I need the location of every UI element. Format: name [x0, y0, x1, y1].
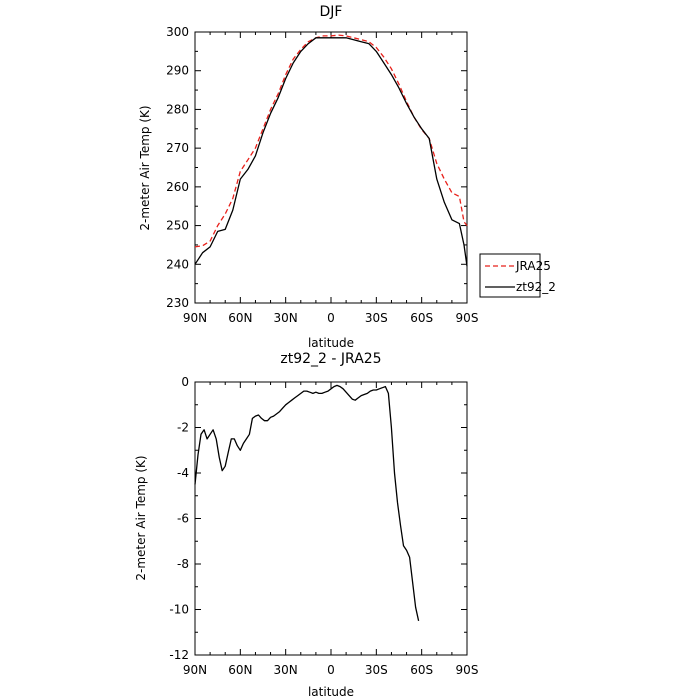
top-y-tick-label: 280 [166, 102, 189, 116]
top-y-tick-label: 260 [166, 180, 189, 194]
bottom-y-tick-label: -8 [177, 557, 189, 571]
bottom-y-tick-label: -6 [177, 512, 189, 526]
legend: JRA25 zt92_2 [479, 253, 556, 298]
bottom-x-tick-label: 60N [228, 663, 252, 677]
top-y-tick-label: 240 [166, 257, 189, 271]
top-plot-frame [194, 31, 468, 304]
bottom-plot-frame [194, 381, 468, 656]
bottom-x-tick-label: 0 [327, 663, 335, 677]
bottom-chart-title: zt92_2 - JRA25 [280, 351, 381, 367]
top-series-line-zt92-2 [194, 37, 468, 267]
bottom-x-tick-label: 90N [183, 663, 207, 677]
top-y-tick-label: 290 [166, 64, 189, 78]
top-x-tick-label: 60S [410, 311, 433, 325]
top-series-line-jra25 [194, 34, 468, 248]
top-x-tick-label: 60N [228, 311, 252, 325]
top-y-axis: 230 240 250 260 270 280 290 300 [166, 25, 467, 310]
top-x-tick-label: 0 [327, 311, 335, 325]
top-y-tick-label: 270 [166, 141, 189, 155]
bottom-y-tick-label: -4 [177, 466, 189, 480]
bottom-y-axis: -12 -10 -8 -6 -4 -2 0 [169, 375, 467, 662]
top-y-tick-label: 250 [166, 219, 189, 233]
bottom-y-axis-title: 2-meter Air Temp (K) [134, 455, 148, 580]
top-y-tick-label: 230 [166, 296, 189, 310]
top-series-group [194, 34, 468, 267]
top-chart: DJF 90N 60N 30N 0 30S 60S 90S 2302402502602702… [138, 4, 556, 350]
bottom-x-tick-label: 30N [274, 663, 298, 677]
bottom-series-group [194, 384, 420, 622]
top-y-tick-label: 300 [166, 25, 189, 39]
bottom-x-tick-label: 90S [456, 663, 479, 677]
bottom-x-tick-label: 30S [365, 663, 388, 677]
bottom-y-tick-label: -2 [177, 421, 189, 435]
top-x-axis: 90N 60N 30N 0 30S 60S 90S [183, 32, 479, 325]
legend-frame [479, 253, 541, 298]
bottom-x-axis-title: latitude [308, 685, 354, 699]
legend-label-jra25: JRA25 [515, 259, 551, 273]
bottom-x-tick-label: 60S [410, 663, 433, 677]
top-y-axis-title: 2-meter Air Temp (K) [138, 105, 152, 230]
top-chart-title: DJF [320, 4, 343, 20]
bottom-y-tick-label: -10 [169, 603, 189, 617]
bottom-y-tick-label: -12 [169, 648, 189, 662]
bottom-y-tick-label: 0 [181, 375, 189, 389]
top-x-tick-label: 30S [365, 311, 388, 325]
top-x-tick-label: 90S [456, 311, 479, 325]
bottom-chart: zt92_2 - JRA25 90N 60N 30N 0 30S 60S 90S -12-1… [134, 351, 478, 699]
top-x-axis-title: latitude [308, 336, 354, 350]
legend-label-zt92-2: zt92_2 [516, 280, 556, 294]
top-x-tick-label: 90N [183, 311, 207, 325]
bottom-x-axis: 90N 60N 30N 0 30S 60S 90S [183, 382, 479, 677]
bottom-series-line-zt92-2-jra25 [194, 384, 420, 622]
top-x-tick-label: 30N [274, 311, 298, 325]
